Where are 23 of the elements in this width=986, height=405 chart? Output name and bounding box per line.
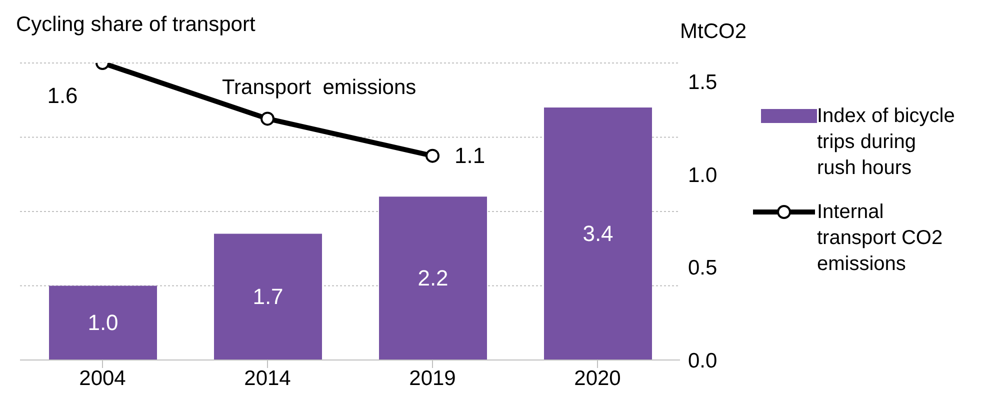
y2-tick-label: 1.0 — [688, 164, 718, 187]
y-axis-title: Cycling share of transport — [16, 13, 256, 37]
legend-label: Index of bicycle trips during rush hours — [817, 104, 956, 181]
legend-label: Internal transport CO2 emissions — [817, 200, 944, 277]
y2-axis-title: MtCO2 — [680, 20, 747, 44]
x-tick-label: 2004 — [79, 366, 126, 390]
data-label: 1.7 — [252, 284, 284, 309]
y2-tick-label: 0.5 — [688, 256, 718, 280]
bar — [544, 108, 652, 360]
bar — [49, 286, 157, 360]
bar — [379, 196, 487, 360]
data-label: 1.1 — [454, 142, 486, 168]
x-tick-label: 2019 — [409, 366, 456, 390]
y2-tick-label: 1.5 — [688, 71, 718, 94]
annotation: Transport emissions — [222, 76, 416, 100]
x-tick-label: 2014 — [244, 366, 292, 390]
bar — [214, 234, 322, 360]
data-label: 1.0 — [88, 310, 118, 335]
y2-tick-label: 0.0 — [688, 349, 718, 372]
data-label: 3.4 — [582, 220, 614, 246]
x-tick-label: 2020 — [574, 366, 621, 390]
data-label: 2.2 — [418, 265, 448, 290]
data-label: 1.6 — [47, 83, 78, 108]
